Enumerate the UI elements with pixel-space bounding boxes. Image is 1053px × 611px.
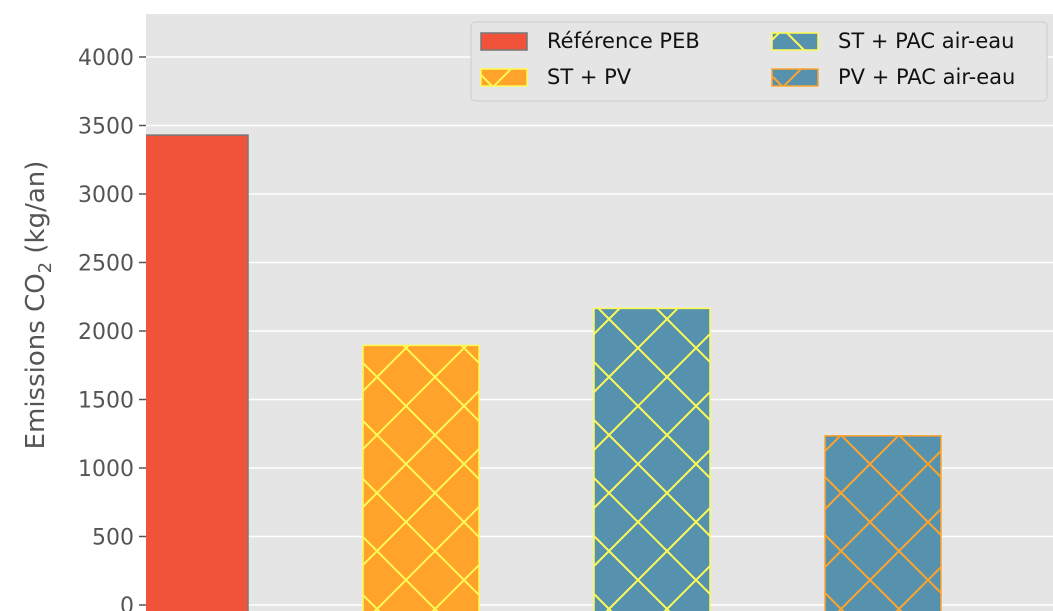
legend-label: ST + PAC air-eau (838, 29, 1014, 53)
y-tick-label: 4000 (78, 46, 134, 71)
y-axis-label: Emissions CO2 (kg/an) (21, 161, 56, 450)
legend: Référence PEB ST + PV ST + PAC air-eau PV +… (470, 21, 1048, 102)
y-tick-label: 3500 (78, 115, 134, 140)
legend-swatch (771, 32, 819, 51)
bars (146, 134, 942, 611)
y-tick-label: 3000 (78, 183, 134, 208)
y-tick-label: 0 (120, 594, 134, 611)
legend-box (470, 21, 1048, 102)
legend-label: Référence PEB (547, 29, 700, 53)
bar-st-pv (362, 344, 480, 611)
y-tick-label: 2000 (78, 320, 134, 345)
legend-swatch (480, 32, 528, 51)
y-tick-label: 1000 (78, 457, 134, 482)
bar-st-pac-air-eau (593, 307, 711, 611)
legend-swatch (480, 68, 528, 87)
y-tick-label: 2500 (78, 252, 134, 277)
y-tick-label: 1500 (78, 389, 134, 414)
legend-label: ST + PV (547, 65, 632, 89)
bar-r-f-rence-peb (146, 134, 249, 611)
legend-swatch (771, 68, 819, 87)
bar-pv-pac-air-eau (824, 435, 942, 611)
y-tick-label: 500 (92, 526, 134, 551)
legend-label: PV + PAC air-eau (838, 65, 1015, 89)
y-axis: 0 500 1000 1500 2000 2500 3000 3500 4000 (78, 46, 146, 611)
